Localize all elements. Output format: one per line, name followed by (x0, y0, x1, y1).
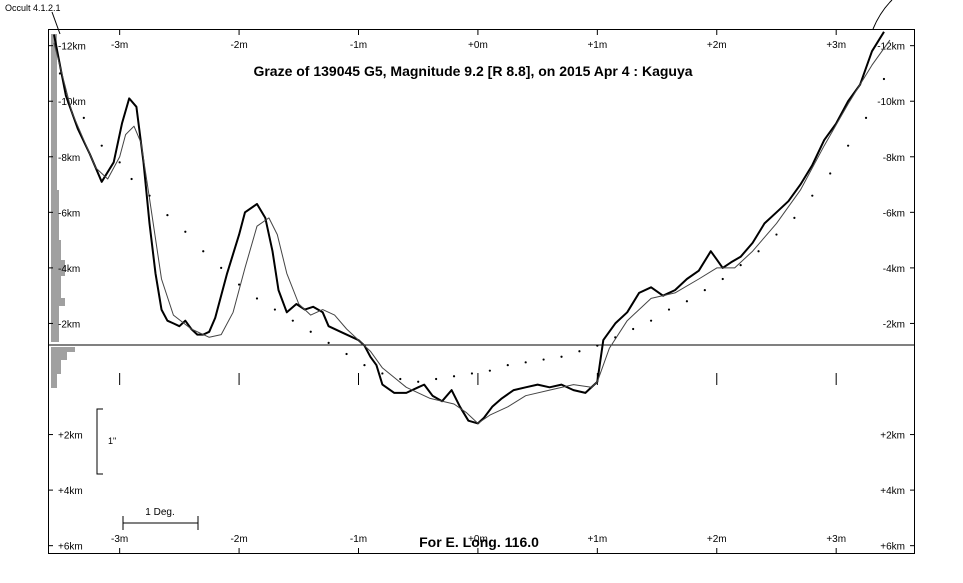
limb-point-21 (435, 377, 438, 381)
program-label: Occult 4.1.2.1 (5, 3, 61, 13)
y-tick-label-left-4: -4km (58, 264, 80, 275)
limb-point-0 (58, 72, 62, 75)
limb-point-2 (100, 144, 103, 147)
limb-point-12 (273, 308, 277, 311)
limb-point-29 (578, 350, 581, 353)
y-tick-label-right-4: -4km (883, 264, 905, 275)
limb-point-41 (793, 216, 796, 219)
x-tick-label-top-5: +2m (707, 40, 727, 51)
y-tick-label-right-1: -10km (877, 97, 905, 108)
limb-point-44 (847, 144, 850, 147)
x-tick-label-bottom-5: +2m (707, 534, 727, 545)
y-tick-label-right-0: -12km (877, 42, 905, 53)
limb-point-39 (757, 250, 760, 253)
limb-point-18 (381, 372, 384, 375)
limb-point-27 (542, 358, 545, 361)
limb-point-25 (506, 364, 509, 367)
x-tick-label-bottom-0: -3m (111, 534, 128, 545)
smoothed-profile-line (53, 39, 891, 424)
limb-point-46 (882, 77, 886, 81)
arcsec-scale-bar: 1" (96, 408, 116, 475)
limb-point-8 (202, 250, 205, 253)
program-label-leader (51, 11, 61, 35)
y-tick-label-left-1: -10km (58, 97, 86, 108)
limb-point-37 (721, 277, 724, 281)
limb-point-22 (452, 375, 456, 378)
plot-frame (48, 29, 915, 554)
limb-point-6 (166, 214, 169, 217)
y-tick-label-right-3: -6km (883, 208, 905, 219)
degree-scale-label: 1 Deg. (145, 507, 174, 518)
limb-point-7 (184, 230, 187, 233)
limb-point-4 (130, 177, 133, 181)
y-tick-label-left-6: +2km (58, 431, 83, 442)
limb-point-42 (811, 194, 814, 197)
y-tick-label-left-0: -12km (58, 42, 86, 53)
x-tick-label-top-1: -2m (230, 40, 247, 51)
y-tick-label-left-5: -2km (58, 319, 80, 330)
limb-point-45 (864, 116, 868, 119)
limb-profile-line (53, 31, 885, 425)
limb-point-11 (255, 297, 259, 300)
x-tick-label-top-2: -1m (350, 40, 367, 51)
chart-title: Graze of 139045 G5, Magnitude 9.2 [R 8.8… (253, 63, 692, 79)
limb-point-28 (560, 355, 563, 358)
limb-point-5 (148, 194, 151, 197)
limb-point-38 (739, 264, 742, 267)
limb-point-43 (829, 172, 832, 175)
series-layer (53, 0, 893, 425)
y-axis-ticks: -12km -12km -10km -10km -8km -8km -6km -6km -4km… (48, 42, 915, 553)
chart-footer: For E. Long. 116.0 (419, 534, 539, 550)
y-tick-label-right-6: +2km (880, 431, 905, 442)
limb-point-14 (309, 330, 312, 333)
limb-point-15 (327, 341, 330, 344)
limb-point-1 (82, 116, 85, 119)
limb-point-16 (345, 352, 348, 356)
y-tick-label-left-3: -6km (58, 208, 80, 219)
limb-point-35 (685, 300, 689, 303)
x-tick-label-top-4: +1m (587, 40, 607, 51)
profile-exit-curve (872, 0, 893, 30)
limb-point-9 (220, 266, 223, 269)
x-tick-label-bottom-2: -1m (350, 534, 367, 545)
x-tick-label-top-0: -3m (111, 40, 128, 51)
limb-point-31 (614, 336, 617, 339)
limb-point-23 (470, 372, 474, 375)
x-axis-ticks: -3m -3m -2m -2m -1m -1m +0m +0m +1m +1m +2m +2m +3m +… (111, 29, 846, 554)
y-tick-label-left-2: -8km (58, 153, 80, 164)
x-tick-label-top-3: +0m (468, 40, 488, 51)
limb-point-26 (524, 361, 527, 364)
arcsec-scale-label: 1" (108, 436, 116, 446)
limb-point-32 (632, 327, 635, 331)
x-tick-label-bottom-3: +0m (468, 534, 488, 545)
x-tick-label-top-6: +3m (826, 40, 846, 51)
limb-point-10 (237, 283, 241, 286)
limb-point-36 (703, 289, 706, 292)
limb-point-13 (291, 319, 294, 322)
y-tick-label-right-2: -8km (883, 153, 905, 164)
y-tick-label-right-8: +6km (880, 542, 905, 553)
y-tick-label-left-7: +4km (58, 486, 83, 497)
x-tick-label-bottom-6: +3m (826, 534, 846, 545)
limb-point-20 (417, 380, 420, 383)
limb-point-34 (667, 308, 671, 311)
limb-point-24 (488, 369, 491, 372)
left-histogram (51, 34, 75, 388)
degree-scale-bar: 1 Deg. (122, 507, 199, 530)
limb-point-19 (399, 377, 402, 381)
y-tick-label-right-7: +4km (880, 486, 905, 497)
limb-point-17 (363, 364, 366, 367)
y-tick-label-left-8: +6km (58, 542, 83, 553)
limb-point-30 (596, 344, 599, 347)
x-tick-label-bottom-1: -2m (230, 534, 247, 545)
limb-point-40 (775, 233, 778, 236)
limb-point-33 (649, 319, 653, 322)
x-tick-label-bottom-4: +1m (587, 534, 607, 545)
limb-point-3 (118, 161, 121, 164)
y-tick-label-right-5: -2km (883, 319, 905, 330)
